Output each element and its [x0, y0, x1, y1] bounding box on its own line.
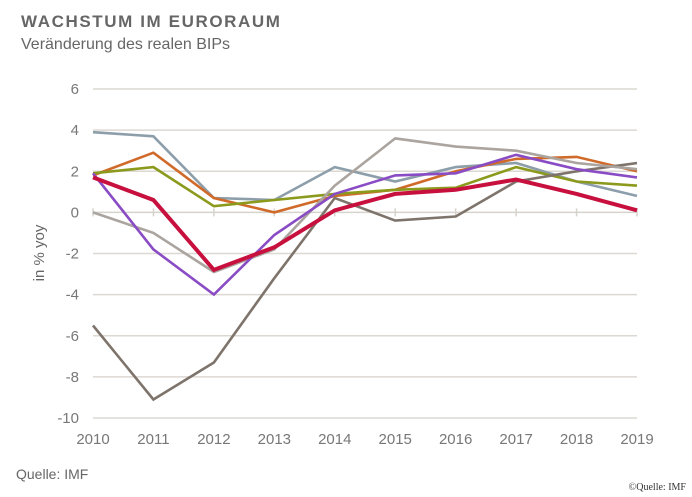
y-axis-label: in % yoy [31, 224, 48, 281]
series-line-4 [91, 161, 638, 402]
x-tick-label: 2012 [197, 431, 230, 448]
x-tick-label: 2019 [620, 431, 653, 448]
y-tick-label: -6 [66, 328, 79, 345]
y-tick-label: 2 [71, 163, 79, 180]
chart-title: WACHSTUM IM EURORAUM [21, 12, 282, 31]
x-tick-label: 2015 [379, 431, 412, 448]
y-tick-label: 4 [71, 122, 79, 139]
y-tick-label: 0 [71, 204, 79, 221]
series-line-5 [92, 137, 638, 274]
y-tick-label: 6 [71, 81, 79, 98]
x-tick-label: 2010 [76, 431, 109, 448]
series-lines [91, 130, 638, 402]
x-axis-ticks: 2010 2011 2012 2013 2014 2015 2016 2017 2018 2019 [76, 431, 653, 448]
series-line-3 [92, 165, 638, 208]
x-axis [92, 208, 638, 217]
y-tick-label: -2 [66, 246, 79, 263]
y-tick-label: -10 [57, 410, 79, 427]
x-tick-label: 2016 [439, 431, 472, 448]
x-tick-label: 2014 [318, 431, 351, 448]
y-axis-ticks: 6 4 2 0 -2 -4 -6 -8 -10 [57, 81, 79, 427]
y-tick-label: -8 [66, 369, 79, 386]
x-tick-label: 2011 [137, 431, 169, 448]
y-tick-label: -4 [66, 287, 79, 304]
chart-subtitle: Veränderung des realen BIPs [21, 36, 231, 53]
series-line-1 [92, 130, 638, 202]
series-line-6 [91, 153, 638, 297]
x-tick-label: 2013 [258, 431, 291, 448]
gridlines [93, 88, 637, 419]
series-line-7 [92, 175, 638, 273]
source-note: Quelle: IMF [16, 466, 89, 482]
x-tick-label: 2017 [499, 431, 532, 448]
x-tick-label: 2018 [560, 431, 593, 448]
image-credit: ©Quelle: IMF [628, 482, 686, 493]
